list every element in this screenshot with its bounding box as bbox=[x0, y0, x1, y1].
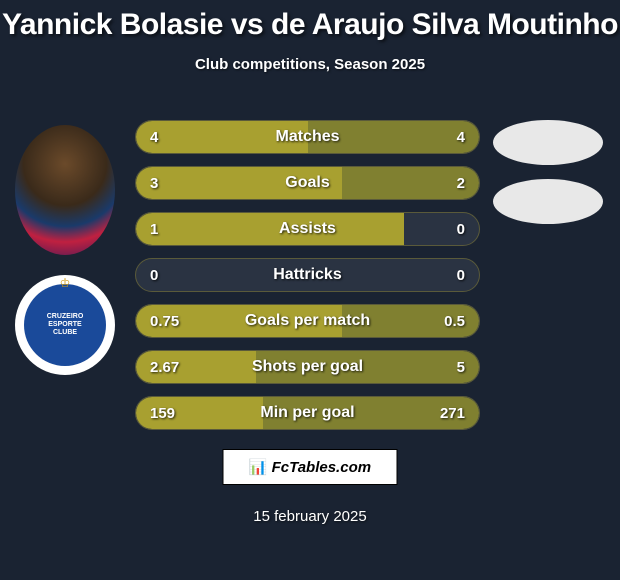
stat-row: 159271Min per goal bbox=[135, 396, 480, 430]
club-badge-text: CRUZEIROESPORTECLUBE bbox=[47, 313, 84, 336]
stat-label: Goals per match bbox=[136, 305, 479, 337]
stat-row: 00Hattricks bbox=[135, 258, 480, 292]
stat-row: 2.675Shots per goal bbox=[135, 350, 480, 384]
crown-icon: ♔ bbox=[60, 276, 71, 290]
stat-row: 10Assists bbox=[135, 212, 480, 246]
player2-avatar-blank-2 bbox=[493, 179, 603, 224]
stat-label: Matches bbox=[136, 121, 479, 153]
player2-avatar-blank-1 bbox=[493, 120, 603, 165]
stat-row: 0.750.5Goals per match bbox=[135, 304, 480, 338]
site-logo: 📊 FcTables.com bbox=[223, 449, 398, 485]
stat-label: Shots per goal bbox=[136, 351, 479, 383]
stat-label: Assists bbox=[136, 213, 479, 245]
player1-column: ♔ CRUZEIROESPORTECLUBE bbox=[10, 125, 120, 375]
site-name: FcTables.com bbox=[272, 459, 371, 476]
chart-icon: 📊 bbox=[249, 458, 268, 476]
player2-column bbox=[490, 120, 605, 238]
player1-avatar bbox=[15, 125, 115, 255]
comparison-title: Yannick Bolasie vs de Araujo Silva Mouti… bbox=[0, 0, 620, 42]
comparison-subtitle: Club competitions, Season 2025 bbox=[0, 56, 620, 73]
stat-label: Hattricks bbox=[136, 259, 479, 291]
comparison-date: 15 february 2025 bbox=[0, 508, 620, 525]
stat-row: 32Goals bbox=[135, 166, 480, 200]
stat-row: 44Matches bbox=[135, 120, 480, 154]
stat-label: Min per goal bbox=[136, 397, 479, 429]
player1-club-badge: ♔ CRUZEIROESPORTECLUBE bbox=[15, 275, 115, 375]
stat-label: Goals bbox=[136, 167, 479, 199]
stats-container: 44Matches 32Goals 10Assists 00Hattricks 0.75… bbox=[135, 120, 480, 442]
